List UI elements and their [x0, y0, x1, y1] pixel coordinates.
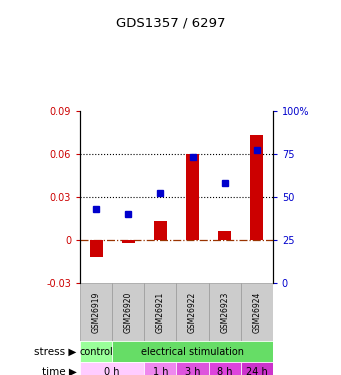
Text: electrical stimulation: electrical stimulation: [141, 346, 244, 357]
Bar: [154, 221, 167, 240]
Text: GSM26919: GSM26919: [92, 291, 101, 333]
Bar: [186, 154, 199, 240]
Text: 24 h: 24 h: [246, 367, 268, 375]
Text: stress ▶: stress ▶: [34, 346, 77, 357]
Text: GDS1357 / 6297: GDS1357 / 6297: [116, 17, 225, 30]
Bar: [112, 341, 273, 362]
Bar: [112, 283, 144, 341]
Text: 3 h: 3 h: [185, 367, 200, 375]
Text: 0 h: 0 h: [104, 367, 120, 375]
Bar: [144, 283, 177, 341]
Text: GSM26920: GSM26920: [124, 291, 133, 333]
Text: GSM26924: GSM26924: [252, 291, 261, 333]
Bar: [144, 362, 177, 375]
Bar: [241, 283, 273, 341]
Bar: [122, 240, 135, 243]
Bar: [250, 135, 263, 240]
Bar: [80, 283, 112, 341]
Text: time ▶: time ▶: [42, 367, 77, 375]
Text: control: control: [79, 346, 113, 357]
Bar: [209, 362, 241, 375]
Bar: [90, 240, 103, 257]
Bar: [209, 283, 241, 341]
Text: GSM26922: GSM26922: [188, 292, 197, 333]
Text: 1 h: 1 h: [153, 367, 168, 375]
Bar: [218, 231, 231, 240]
Bar: [177, 283, 209, 341]
Bar: [80, 341, 112, 362]
Bar: [80, 362, 144, 375]
Text: 8 h: 8 h: [217, 367, 232, 375]
Text: GSM26921: GSM26921: [156, 292, 165, 333]
Bar: [241, 362, 273, 375]
Bar: [177, 362, 209, 375]
Text: GSM26923: GSM26923: [220, 291, 229, 333]
